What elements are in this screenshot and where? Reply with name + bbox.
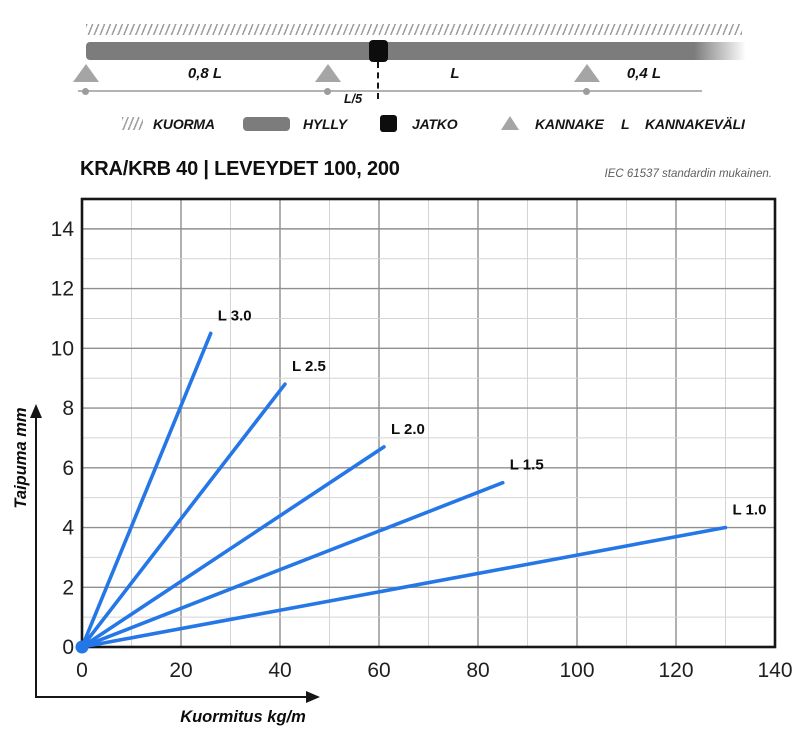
y-tick-label: 8 — [62, 397, 74, 420]
series-label: L 2.5 — [292, 358, 326, 375]
y-tick-label: 2 — [62, 576, 74, 599]
x-axis-arrowhead-icon — [306, 691, 320, 703]
x-axis-title: Kuormitus kg/m — [180, 708, 306, 726]
legend-symbol-l: L — [621, 116, 630, 132]
chart-border — [80, 197, 777, 649]
y-tick-label: 14 — [51, 218, 75, 241]
y-tick-label: 6 — [62, 457, 74, 480]
beam-diagram: 0,8 L L 0,4 L L/5 — [0, 0, 800, 108]
y-axis-arrowhead-icon — [30, 404, 42, 418]
y-axis-title: Taipuma mm — [12, 407, 30, 508]
diagram-legend: KUORMA HYLLY JATKO KANNAKE L KANNAKEVÄLI — [0, 108, 800, 144]
shelf-bar-icon — [243, 117, 290, 131]
load-hatch-icon — [122, 117, 143, 130]
plot-border — [80, 197, 777, 649]
dimension-line — [78, 90, 702, 92]
legend-label-kannakevali: KANNAKEVÄLI — [645, 116, 745, 132]
dimension-dot-right — [583, 88, 590, 95]
joint-square — [369, 40, 388, 62]
x-tick-label: 140 — [757, 659, 792, 682]
load-hatch — [86, 24, 742, 35]
support-triangle-right — [574, 64, 600, 82]
chart-tick-labels: 0 20 40 60 80 100 120 140 0 2 4 6 8 10 12 14 — [51, 218, 793, 682]
support-triangle-middle — [315, 64, 341, 82]
support-triangle-icon — [501, 116, 519, 130]
y-tick-label: 0 — [62, 636, 74, 659]
series-line — [80, 525, 728, 649]
joint-dashed-line — [377, 62, 379, 99]
series-line — [80, 480, 505, 649]
x-tick-label: 20 — [169, 659, 192, 682]
axis-arrow-lines — [35, 416, 306, 698]
shelf-beam — [86, 42, 748, 60]
span-label-left: 0,8 L — [187, 65, 223, 82]
span-label-right: 0,4 L — [626, 65, 662, 82]
legend-label-kuorma: KUORMA — [153, 116, 215, 132]
series-line — [80, 382, 287, 649]
standard-note: IEC 61537 standardin mukainen. — [604, 168, 773, 180]
legend-label-hylly: HYLLY — [303, 116, 347, 132]
x-tick-label: 60 — [367, 659, 390, 682]
dimension-dot-middle — [324, 88, 331, 95]
x-tick-label: 120 — [658, 659, 693, 682]
dimension-dot-left — [82, 88, 89, 95]
x-tick-label: 0 — [76, 659, 88, 682]
joint-square-icon — [380, 115, 397, 132]
series-line — [80, 445, 386, 649]
x-tick-label: 100 — [559, 659, 594, 682]
page-title: KRA/KRB 40 | LEVEYDET 100, 200 — [80, 158, 400, 180]
origin-dot — [75, 640, 89, 654]
x-tick-label: 80 — [466, 659, 489, 682]
joint-offset-label: L/5 — [343, 92, 363, 106]
span-label-middle: L — [450, 65, 460, 82]
series-label: L 2.0 — [391, 421, 425, 438]
legend-label-kannake: KANNAKE — [535, 116, 604, 132]
series-label: L 1.5 — [510, 457, 544, 474]
chart-header: KRA/KRB 40 | LEVEYDET 100, 200 IEC 61537… — [0, 144, 800, 192]
series-label: L 3.0 — [218, 307, 252, 324]
chart-series: L 3.0 L 2.5 L 2.0 L 1.5 L 1.0 — [75, 307, 767, 654]
y-tick-label: 10 — [51, 337, 74, 360]
legend-label-jatko: JATKO — [412, 116, 458, 132]
series-label: L 1.0 — [733, 502, 767, 519]
x-tick-label: 40 — [268, 659, 291, 682]
axis-annotations: Taipuma mm Kuormitus kg/m — [12, 404, 320, 726]
y-tick-label: 12 — [51, 278, 74, 301]
y-tick-label: 4 — [62, 517, 74, 540]
support-triangle-left — [73, 64, 99, 82]
deflection-chart: L 3.0L 2.5L 2.0L 1.5L 1.0 0 20 40 60 80 100 12… — [12, 197, 793, 726]
series-line — [80, 331, 213, 649]
chart-gridlines — [82, 199, 775, 647]
